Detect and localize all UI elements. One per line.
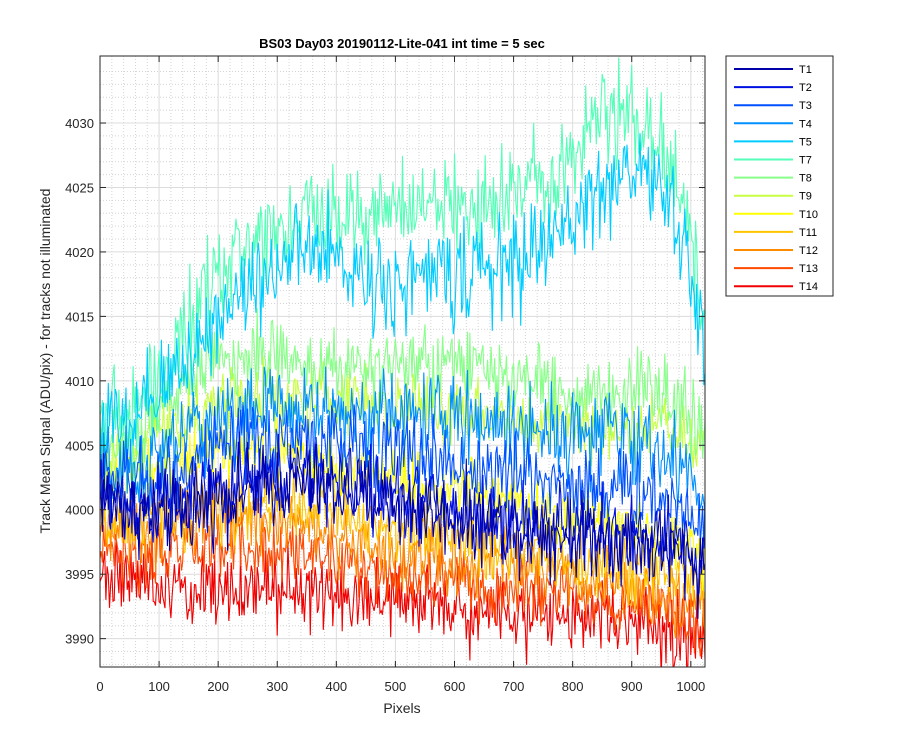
x-tick-label: 700 <box>503 679 525 694</box>
legend-label-t14: T14 <box>799 281 818 293</box>
y-tick-label: 3990 <box>65 632 94 647</box>
legend-label-t13: T13 <box>799 263 818 275</box>
legend-label-t7: T7 <box>799 155 812 167</box>
y-tick-label: 4015 <box>65 309 94 324</box>
x-tick-label: 400 <box>325 679 347 694</box>
y-tick-label: 4005 <box>65 438 94 453</box>
y-tick-label: 4010 <box>65 374 94 389</box>
y-tick-label: 4030 <box>65 116 94 131</box>
y-tick-label: 4025 <box>65 180 94 195</box>
plot-frame <box>99 55 706 668</box>
x-tick-label: 800 <box>562 679 584 694</box>
legend-label-t4: T4 <box>799 118 812 130</box>
series-line-t3 <box>100 404 705 549</box>
legend-box <box>725 55 834 297</box>
y-axis-label: Track Mean Signal (ADU/pix) - for tracks… <box>37 189 53 534</box>
x-tick-label: 300 <box>266 679 288 694</box>
x-tick-label: 500 <box>385 679 407 694</box>
x-tick-label: 900 <box>621 679 643 694</box>
y-tick-label: 3995 <box>65 567 94 582</box>
legend: T1 T2 T3 T4 T5 T7 T8 T9 T10 T11 T12 T13 T14 <box>725 55 834 297</box>
x-tick-label: 0 <box>96 679 103 694</box>
legend-label-t8: T8 <box>799 173 812 185</box>
legend-label-t10: T10 <box>799 209 818 221</box>
x-axis-label: Pixels <box>383 700 420 716</box>
legend-label-t5: T5 <box>799 136 812 148</box>
x-tick-label: 100 <box>148 679 170 694</box>
series-line-t4 <box>100 366 705 511</box>
y-tick-label: 4020 <box>65 245 94 260</box>
legend-label-t12: T12 <box>799 245 818 257</box>
legend-label-t1: T1 <box>799 64 812 76</box>
x-tick-label: 1000 <box>676 679 705 694</box>
legend-label-t9: T9 <box>799 191 812 203</box>
series-line-t5 <box>100 133 705 461</box>
legend-label-t3: T3 <box>799 100 812 112</box>
legend-label-t2: T2 <box>799 82 812 94</box>
series-line-t8 <box>100 308 705 485</box>
y-tick-label: 4000 <box>65 503 94 518</box>
series-line-t1 <box>100 441 705 619</box>
legend-label-t11: T11 <box>799 227 817 239</box>
series-lines <box>100 57 705 667</box>
series-line-t7 <box>100 57 705 477</box>
x-tick-label: 200 <box>207 679 229 694</box>
chart-title: BS03 Day03 20190112-Lite-041 int time = … <box>259 36 545 51</box>
x-tick-label: 600 <box>444 679 466 694</box>
axis-ticks: 0 100 200 300 400 500 600 700 800 900 1000 3990 3995… <box>65 56 705 694</box>
